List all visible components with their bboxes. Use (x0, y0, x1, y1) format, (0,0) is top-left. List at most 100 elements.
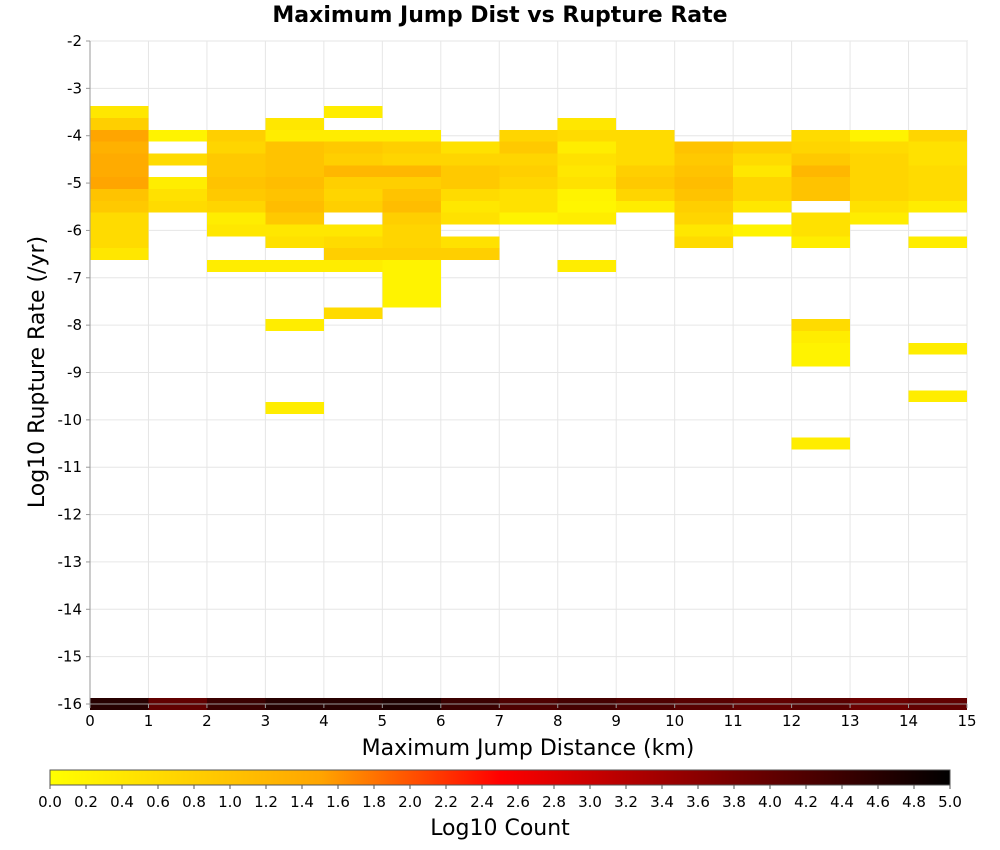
heatmap-cell (323, 188, 383, 201)
heatmap-cell (908, 177, 967, 189)
heatmap-cell (499, 188, 558, 201)
heatmap-cell (440, 141, 500, 154)
y-tick-label: -8 (67, 316, 82, 334)
heatmap-cell (206, 200, 266, 213)
heatmap-cell (90, 129, 149, 142)
heatmap-cell (265, 212, 324, 225)
colorbar (49, 769, 951, 786)
y-tick-label: -10 (58, 411, 83, 429)
heatmap-cell (382, 283, 441, 296)
heatmap-cell (791, 141, 851, 154)
heatmap-cell (733, 141, 792, 154)
heatmap-cell (674, 165, 734, 178)
heatmap-cell (206, 177, 266, 189)
colorbar-tick-label: 1.8 (362, 793, 386, 811)
colorbar-tick-label: 0.8 (182, 793, 206, 811)
heatmap-cell (265, 117, 324, 130)
heatmap-cell (382, 260, 441, 272)
heatmap-cell (733, 177, 792, 189)
heatmap-cell (791, 236, 851, 249)
heatmap-cell (382, 236, 441, 249)
heatmap-cell (382, 165, 441, 178)
heatmap-cell (90, 212, 149, 225)
chart-title: Maximum Jump Dist vs Rupture Rate (272, 3, 727, 28)
heatmap-cell (674, 212, 734, 225)
heatmap-cell (323, 236, 383, 249)
y-tick-label: -7 (67, 269, 82, 287)
heatmap-cell (908, 236, 967, 249)
x-tick-label: 12 (782, 712, 801, 730)
heatmap-cell (499, 200, 558, 213)
heatmap-cell (206, 129, 266, 142)
heatmap-cell (557, 200, 617, 213)
heatmap-cell (674, 236, 734, 249)
heatmap-cell (791, 319, 851, 332)
heatmap-cell (382, 141, 441, 154)
heatmap-cell (733, 165, 792, 178)
heatmap-cell (499, 129, 558, 142)
heatmap-cell (674, 224, 734, 237)
heatmap-cell (616, 177, 675, 189)
heatmap-cell (206, 141, 266, 154)
colorbar-tick-label: 4.0 (758, 793, 782, 811)
heatmap-cells (90, 106, 967, 710)
heatmap-cell (90, 248, 149, 261)
heatmap-cell (557, 212, 617, 225)
colorbar-tick-label: 5.0 (938, 793, 962, 811)
heatmap-cell (616, 188, 675, 201)
heatmap-cell (440, 212, 500, 225)
heatmap-cell (440, 248, 500, 261)
y-tick-label: -2 (67, 32, 82, 50)
heatmap-cell (90, 106, 149, 118)
heatmap-cell (850, 188, 909, 201)
heatmap-cell (616, 153, 675, 166)
heatmap-cell (206, 165, 266, 178)
heatmap-cell (206, 224, 266, 237)
heatmap-cell (265, 188, 324, 201)
heatmap-cell (674, 141, 734, 154)
colorbar-tick-label: 0.4 (110, 793, 134, 811)
colorbar-tick-label: 2.0 (398, 793, 422, 811)
heatmap-cell (908, 129, 967, 142)
colorbar-tick-label: 2.6 (506, 793, 530, 811)
heatmap-cell (440, 177, 500, 189)
heatmap-cell (557, 129, 617, 142)
heatmap-cell (382, 177, 441, 189)
y-tick-label: -4 (67, 127, 82, 145)
heatmap-cell (557, 141, 617, 154)
heatmap-cell (265, 319, 324, 332)
heatmap-cell (440, 188, 500, 201)
heatmap-cell (90, 200, 149, 213)
x-tick-label: 1 (144, 712, 154, 730)
heatmap-cell (323, 177, 383, 189)
y-tick-label: -11 (58, 458, 83, 476)
x-tick-label: 10 (665, 712, 684, 730)
heatmap-cell (791, 165, 851, 178)
y-tick-label: -9 (67, 364, 82, 382)
heatmap-cell (850, 177, 909, 189)
x-tick-label: 5 (378, 712, 388, 730)
colorbar-tick-label: 3.0 (578, 793, 602, 811)
heatmap-cell (440, 200, 500, 213)
heatmap-cell (674, 153, 734, 166)
colorbar-label: Log10 Count (430, 816, 570, 841)
x-tick-label: 15 (957, 712, 976, 730)
heatmap-cell (499, 212, 558, 225)
heatmap-cell (850, 212, 909, 225)
heatmap-cell (382, 248, 441, 261)
heatmap-cell (791, 331, 851, 343)
heatmap-cell (382, 295, 441, 308)
colorbar-tick-label: 0.0 (38, 793, 62, 811)
colorbar-tick-label: 4.4 (830, 793, 854, 811)
heatmap-cell (908, 141, 967, 154)
colorbar-tick-label: 4.2 (794, 793, 818, 811)
heatmap-cell (616, 129, 675, 142)
heatmap-cell (791, 129, 851, 142)
y-tick-label: -15 (58, 648, 83, 666)
y-tick-labels: -2 -3 -4 -5 -6 -7 -8 -9 -10 -11 -12 -13 -14 -15 -16 (58, 32, 90, 713)
heatmap-cell (440, 153, 500, 166)
heatmap-cell (908, 342, 967, 355)
heatmap-cell (90, 188, 149, 201)
heatmap-cell (323, 141, 383, 154)
heatmap-cell (499, 177, 558, 189)
